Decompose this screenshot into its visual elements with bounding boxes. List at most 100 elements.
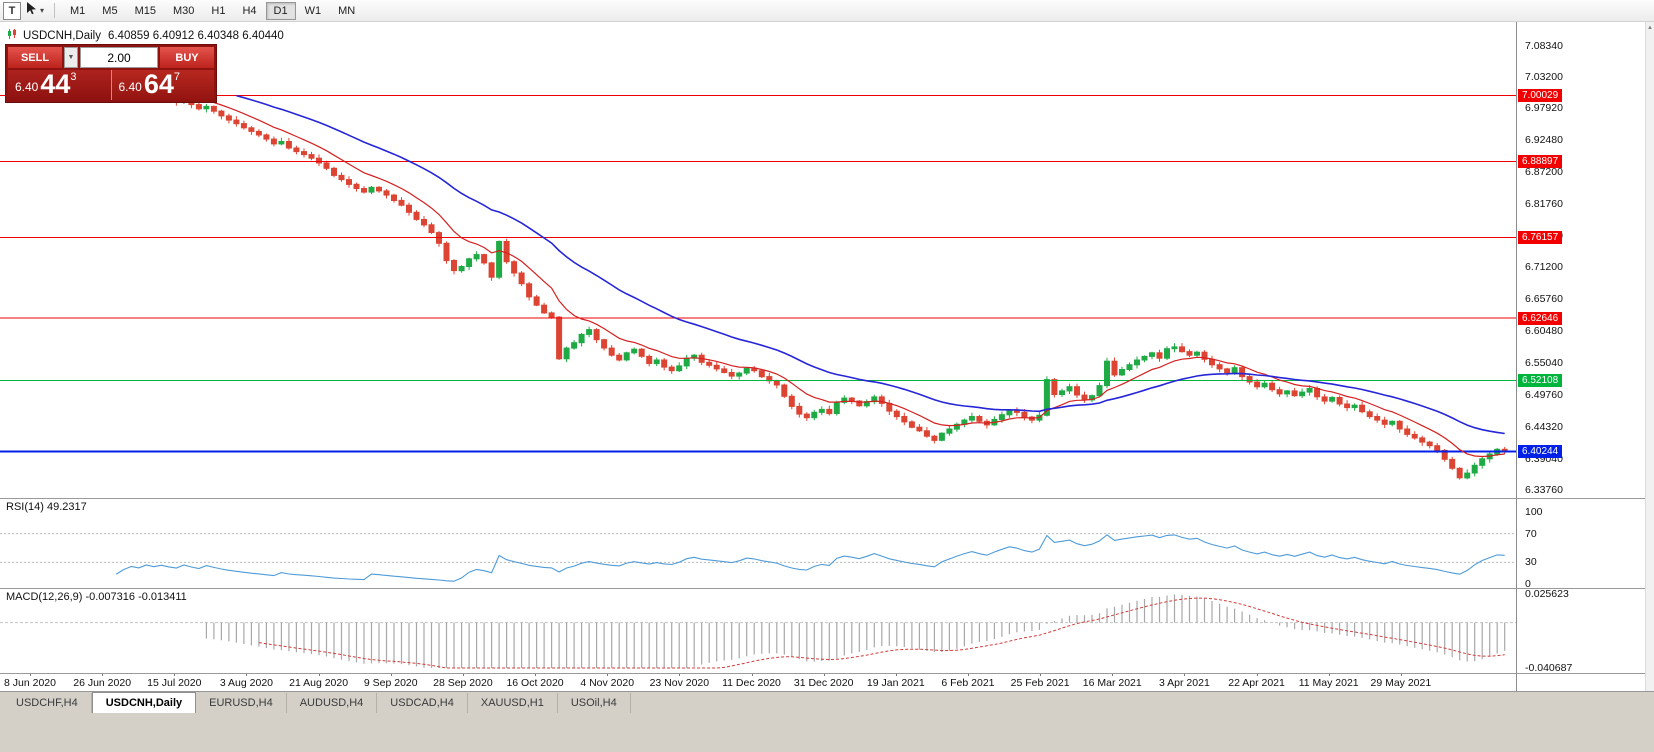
rsi-indicator-chart[interactable] [0, 498, 1516, 588]
date-axis-label: 9 Sep 2020 [363, 677, 418, 689]
rsi-axis-label: 70 [1525, 527, 1537, 540]
date-axis-label: 31 Dec 2020 [793, 677, 854, 689]
date-tick [823, 673, 825, 676]
macd-indicator-chart[interactable] [0, 588, 1516, 673]
chart-client-area: 8 Jun 2020 26 Jun 2020 15 Jul 2020 3 Aug 20… [0, 22, 1654, 752]
buy-price-display[interactable]: 6.40 64 7 [110, 69, 214, 100]
rsi-line [116, 534, 1505, 582]
price-axis[interactable]: 7.08340 7.03200 6.97920 6.92480 6.87200 6.817… [1516, 22, 1645, 691]
date-tick [174, 673, 176, 676]
buy-price-prefix: 6.40 [118, 80, 142, 94]
date-axis-label: 21 Aug 2020 [289, 677, 349, 689]
cursor-tool-button[interactable]: ▾ [23, 1, 47, 20]
date-axis-label: 25 Feb 2021 [1010, 677, 1070, 689]
date-tick [390, 673, 392, 676]
timeframe-button-M1[interactable]: M1 [70, 4, 86, 17]
tab-XAUUSD-H1[interactable]: XAUUSD,H1 [468, 693, 558, 713]
date-axis-label: 3 Apr 2021 [1158, 677, 1210, 689]
chart-tab-bar: USDCHF,H4 USDCNH,Daily EURUSD,H4 AUDUSD,H4 U… [0, 691, 1654, 713]
buy-price-big-digits: 64 [143, 69, 174, 99]
date-axis-label: 23 Nov 2020 [649, 677, 710, 689]
chevron-down-icon: ▾ [40, 6, 45, 15]
tab-EURUSD-H4[interactable]: EURUSD,H4 [196, 693, 287, 713]
sell-price-display[interactable]: 6.40 44 3 [8, 70, 111, 100]
rsi-axis-label: 100 [1525, 506, 1543, 518]
tab-USOil-H4[interactable]: USOil,H4 [558, 693, 631, 713]
price-axis-label: 6.55040 [1525, 357, 1563, 370]
date-tick [1256, 673, 1258, 676]
date-tick [1400, 673, 1402, 676]
macd-axis-label: -0.040687 [1525, 662, 1573, 674]
buy-price-pip-digit: 7 [173, 71, 181, 83]
date-axis-label: 16 Mar 2021 [1082, 677, 1142, 689]
fast-ma-line [86, 77, 1505, 458]
macd-signal-line [258, 597, 1505, 669]
price-axis-label: 6.97920 [1525, 102, 1563, 115]
date-axis-label: 8 Jun 2020 [4, 677, 56, 689]
horizontal-lines[interactable] [0, 95, 1516, 453]
sell-button[interactable]: SELL [8, 47, 62, 68]
tab-USDCNH-Daily[interactable]: USDCNH,Daily [91, 692, 197, 713]
date-axis-label: 29 May 2021 [1370, 677, 1432, 689]
timeframe-button-D1[interactable]: D1 [265, 1, 296, 20]
symbol-period-label: USDCNH,Daily [23, 29, 101, 42]
volume-dropdown-button[interactable]: ▼ [64, 47, 78, 68]
chart-plot-area[interactable]: 8 Jun 2020 26 Jun 2020 15 Jul 2020 3 Aug 20… [0, 22, 1516, 691]
timeframe-button-M30[interactable]: M30 [172, 4, 195, 17]
date-tick [751, 673, 753, 676]
candlesticks [8, 58, 1508, 480]
toolbar-separator [54, 3, 56, 18]
panel-divider [0, 673, 1645, 674]
text-tool-button[interactable]: T [3, 1, 21, 20]
timeframe-buttons: M1 M5 M15 M30 H1 H4 D1 W1 MN [62, 1, 363, 20]
date-tick [1040, 673, 1042, 676]
tab-USDCAD-H4[interactable]: USDCAD,H4 [377, 693, 468, 713]
tab-AUDUSD-H4[interactable]: AUDUSD,H4 [287, 693, 378, 713]
date-axis-label: 11 May 2021 [1298, 677, 1359, 689]
timeframe-button-MN[interactable]: MN [338, 4, 356, 17]
vertical-scrollbar[interactable]: ▲ [1645, 22, 1654, 691]
price-tag-6.76157: 6.76157 [1518, 231, 1563, 245]
volume-input[interactable]: 2.00 [80, 47, 158, 68]
buy-button[interactable]: BUY [160, 47, 214, 68]
price-axis-label: 6.87200 [1525, 165, 1563, 178]
price-axis-label: 6.92480 [1525, 134, 1563, 147]
scroll-up-icon[interactable]: ▲ [1647, 25, 1653, 31]
rsi-indicator-label: RSI(14) 49.2317 [6, 501, 87, 513]
date-axis-label: 3 Aug 2020 [219, 677, 274, 689]
price-axis-label: 6.44320 [1525, 421, 1563, 434]
price-tag-6.62646: 6.62646 [1518, 311, 1563, 325]
date-axis-label: 16 Oct 2020 [506, 677, 564, 689]
date-axis-label: 11 Dec 2020 [722, 677, 781, 689]
rsi-axis-label: 0 [1525, 578, 1531, 590]
date-tick [1112, 673, 1114, 676]
price-axis-label: 6.81760 [1525, 198, 1563, 211]
timeframe-button-M5[interactable]: M5 [102, 4, 118, 17]
price-axis-label: 7.03200 [1525, 70, 1563, 83]
date-tick [246, 673, 248, 676]
cursor-icon [26, 1, 38, 20]
ohlc-values: 6.40859 6.40912 6.40348 6.40440 [107, 29, 284, 42]
panel-divider[interactable] [0, 498, 1645, 499]
date-axis-label: 6 Feb 2021 [941, 677, 995, 689]
sell-price-big-digits: 44 [40, 69, 71, 99]
date-tick [535, 673, 537, 676]
timeframe-button-W1[interactable]: W1 [304, 4, 322, 17]
top-toolbar: T ▾ M1 M5 M15 M30 H1 H4 D1 W1 MN [0, 0, 1654, 22]
timeframe-button-H4[interactable]: H4 [242, 4, 257, 17]
date-axis[interactable]: 8 Jun 2020 26 Jun 2020 15 Jul 2020 3 Aug 20… [0, 673, 1516, 691]
date-tick [30, 673, 31, 676]
timeframe-button-M15[interactable]: M15 [134, 4, 156, 17]
main-candlestick-chart[interactable] [0, 22, 1516, 498]
price-tag-7.00029: 7.00029 [1518, 88, 1563, 102]
price-tag-6.40244: 6.40244 [1518, 444, 1563, 458]
rsi-axis-label: 30 [1525, 556, 1537, 569]
bottom-strip [0, 713, 1654, 752]
tab-USDCHF-H4[interactable]: USDCHF,H4 [3, 693, 92, 713]
timeframe-button-H1[interactable]: H1 [211, 4, 226, 17]
chart-icon [6, 28, 18, 43]
panel-divider[interactable] [0, 588, 1645, 589]
slow-ma-line [236, 94, 1505, 435]
price-tag-6.52108: 6.52108 [1518, 374, 1563, 388]
